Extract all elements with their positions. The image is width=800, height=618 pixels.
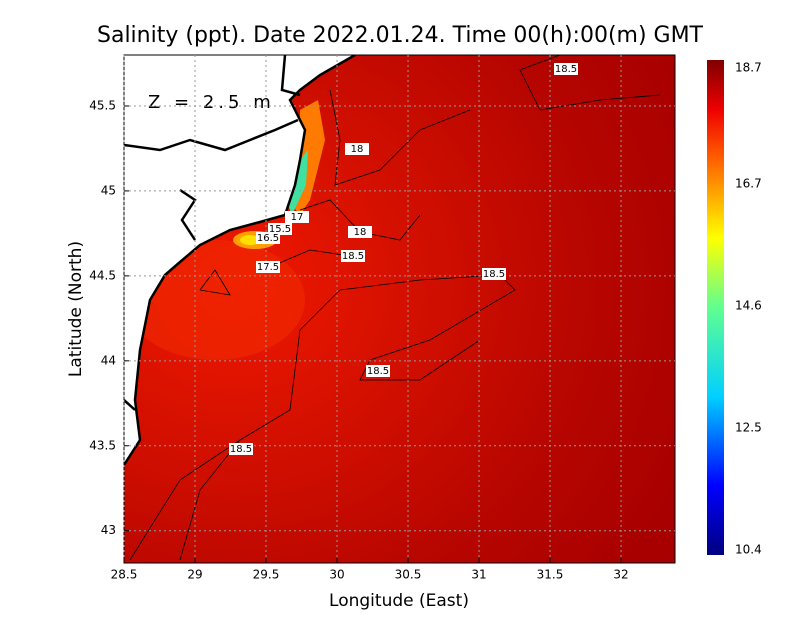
contour-label: 16.5	[257, 233, 279, 244]
x-tick-label: 30.5	[395, 568, 422, 582]
contour-label: 17	[291, 212, 304, 223]
land	[124, 55, 355, 465]
x-tick-label: 31	[471, 568, 486, 582]
y-tick-label: 45	[101, 183, 116, 197]
y-axis-label: Latitude (North)	[66, 241, 86, 377]
contour-label-bg	[366, 365, 390, 377]
contour-label: 15.5	[269, 224, 291, 235]
contour-label: 18.5	[555, 64, 577, 75]
contour-label: 18	[354, 227, 367, 238]
x-tick-label: 32	[613, 568, 628, 582]
x-tick-label: 29	[187, 568, 202, 582]
contours	[129, 55, 661, 561]
y-tick-label: 44	[101, 353, 116, 367]
colorbar	[707, 60, 724, 555]
contour-label-bg	[285, 211, 309, 223]
x-tick-label: 31.5	[537, 568, 564, 582]
contour-label: 18.5	[483, 269, 505, 280]
sea-field	[240, 235, 260, 245]
contour-label: 18.5	[230, 444, 252, 455]
contour-label-bg	[341, 250, 365, 262]
depth-annotation: Z = 2.5 m	[148, 92, 275, 113]
contour-label-bg	[229, 443, 253, 455]
contour-label: 17.5	[257, 262, 279, 273]
title: Salinity (ppt). Date 2022.01.24. Time 00…	[97, 23, 704, 48]
colorbar-tick-label: 14.6	[735, 299, 762, 313]
border-line	[124, 55, 301, 411]
plot-frame	[123, 54, 676, 564]
contour-label-bg	[345, 143, 369, 155]
contour-label-bg	[482, 268, 506, 280]
contour-label-bg	[348, 226, 372, 238]
x-tick-label: 30	[329, 568, 344, 582]
x-tick-label: 29.5	[253, 568, 280, 582]
contour-label: 18.5	[342, 251, 364, 262]
contour-label-bg	[554, 63, 578, 75]
y-tick-label: 43	[101, 523, 116, 537]
y-tick-label: 43.5	[89, 438, 116, 452]
x-axis-label: Longitude (East)	[329, 591, 469, 611]
contour-label-bg	[256, 261, 280, 273]
sea-field	[288, 150, 308, 215]
colorbar-tick-label: 12.5	[735, 421, 762, 435]
contour-label-bg	[256, 232, 280, 244]
coastline	[124, 55, 356, 466]
map-area	[124, 55, 675, 563]
colorbar-tick-label: 16.7	[735, 177, 762, 191]
y-tick-label: 45.5	[89, 98, 116, 112]
contour-label: 18	[351, 144, 364, 155]
contour-label: 18.5	[367, 366, 389, 377]
y-tick-label: 44.5	[89, 268, 116, 282]
x-tick-label: 28.5	[111, 568, 138, 582]
colorbar-tick-label: 10.4	[735, 543, 762, 557]
colorbar-tick-label: 18.7	[735, 61, 762, 75]
